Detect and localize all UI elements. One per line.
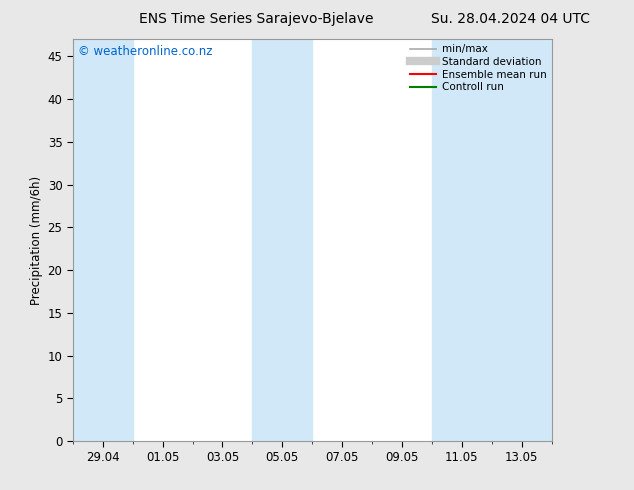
Bar — [252, 39, 312, 441]
Legend: min/max, Standard deviation, Ensemble mean run, Controll run: min/max, Standard deviation, Ensemble me… — [410, 45, 547, 92]
Y-axis label: Precipitation (mm/6h): Precipitation (mm/6h) — [30, 175, 44, 305]
Text: © weatheronline.co.nz: © weatheronline.co.nz — [78, 45, 212, 58]
Text: ENS Time Series Sarajevo-Bjelave: ENS Time Series Sarajevo-Bjelave — [139, 12, 374, 26]
Bar — [432, 39, 552, 441]
Bar — [73, 39, 133, 441]
Text: Su. 28.04.2024 04 UTC: Su. 28.04.2024 04 UTC — [431, 12, 590, 26]
